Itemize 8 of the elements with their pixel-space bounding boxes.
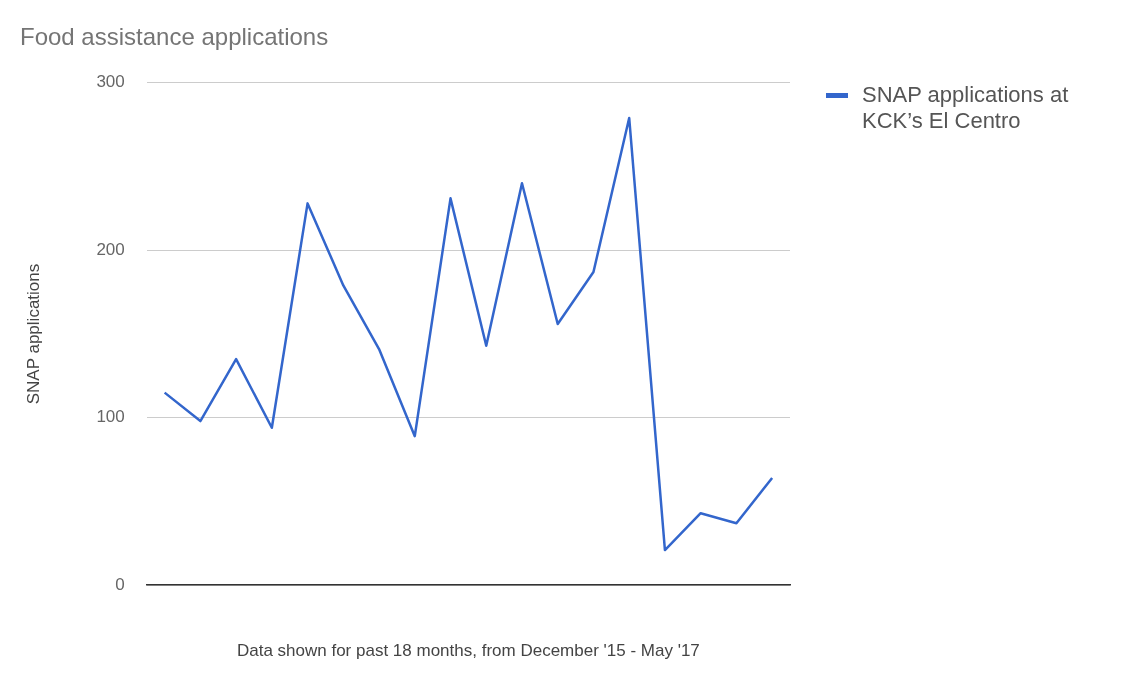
y-tick-label: 0 [115,574,125,594]
y-tick-label: 300 [96,72,125,92]
legend-label: SNAP applications at KCK’s El Centro [862,82,1070,134]
chart-title: Food assistance applications [20,23,329,51]
y-tick-label: 200 [96,239,125,259]
y-axis-title: SNAP applications [23,263,43,405]
y-tick-label: 100 [96,407,125,427]
x-axis-title: Data shown for past 18 months, from December '15 - May '17 [236,641,700,661]
